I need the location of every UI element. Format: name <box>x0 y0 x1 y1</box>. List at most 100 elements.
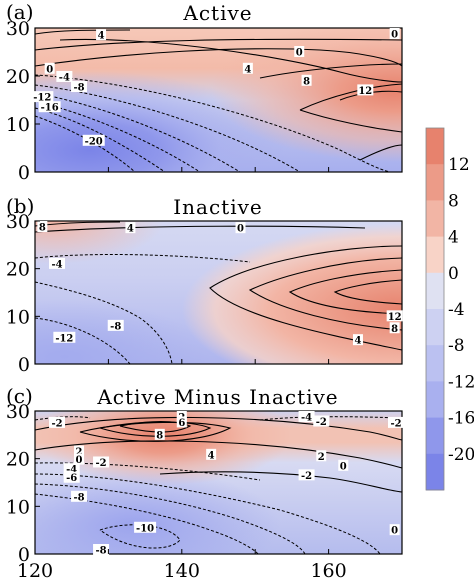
panel-c-title: Active Minus Inactive <box>96 385 338 409</box>
contour-label: -8 <box>73 492 84 503</box>
contour-label: 2 <box>76 447 83 458</box>
contour-label: -4 <box>66 465 77 476</box>
contour-label-bg <box>93 544 110 555</box>
contour-label-bg <box>206 448 217 460</box>
panel-b-frame <box>34 220 403 365</box>
contour-label-bg <box>53 331 76 343</box>
panel-a-contours <box>34 29 403 161</box>
contour-label-bg <box>82 134 105 146</box>
panel-b-contours <box>34 221 403 351</box>
y-tick-label: 30 <box>6 211 30 233</box>
contour-label-bg <box>352 334 363 346</box>
colorbar-label: -8 <box>448 336 465 356</box>
contour-label: 12 <box>358 86 372 97</box>
contour-label-bg <box>37 221 48 232</box>
contour-label: 0 <box>46 64 53 75</box>
panel-a: 4 0 -4-8 -12-16 -20 0 4 8 12 0 <box>31 27 403 173</box>
contour-label: 2 <box>318 452 325 463</box>
panel-a-label: (a) <box>6 0 34 24</box>
contour-label: 4 <box>127 224 134 235</box>
y-tick-label: 10 <box>6 306 30 328</box>
contour-label-bg <box>38 101 61 113</box>
panel-c-contour-labels: -2268420-2-4-6-8-10-8-4-2-220-20 <box>49 411 404 557</box>
contour-label: 8 <box>303 76 310 87</box>
contour-label: -12 <box>33 93 51 104</box>
x-tick-label: 160 <box>310 560 346 582</box>
contour-label: -2 <box>316 417 327 428</box>
colorbar-label: 0 <box>448 264 459 284</box>
y-tick-label: 0 <box>18 162 30 184</box>
contour-label: 0 <box>340 461 347 472</box>
contour-label: -4 <box>301 413 312 424</box>
panel-b-title: Inactive <box>173 195 262 219</box>
contour-label: 0 <box>391 526 398 537</box>
contour-label-bg <box>71 81 88 93</box>
panel-c-contours <box>34 416 403 493</box>
colorbar-label: 12 <box>448 155 470 175</box>
contour-label-bg <box>125 222 136 234</box>
contour-label: -2 <box>390 418 401 429</box>
panel-a-title: Active <box>182 1 252 25</box>
contour-label-bg <box>242 62 253 74</box>
contour-label-bg <box>316 450 327 462</box>
colorbar-label: 4 <box>448 228 459 248</box>
contour-label-bg <box>388 416 404 428</box>
contour-label-bg <box>71 490 88 502</box>
colorbar-segment <box>426 164 444 201</box>
y-tick-label: 20 <box>6 259 30 281</box>
contour-label: -6 <box>66 473 77 484</box>
contour-label-bg <box>56 70 73 82</box>
colorbar-segment <box>426 236 444 274</box>
contour-label-bg <box>49 416 66 428</box>
contour-label-bg <box>63 463 80 475</box>
contour-label: -4 <box>51 259 62 270</box>
contour-label-bg <box>134 521 157 533</box>
contour-label-bg <box>31 91 54 103</box>
y-tick-label: 0 <box>18 354 30 376</box>
contour-label: 8 <box>156 430 163 441</box>
contour-label-bg <box>357 84 374 96</box>
contour-label: -8 <box>96 546 107 557</box>
contour-label: -10 <box>136 523 154 534</box>
contour-label-bg <box>93 456 110 468</box>
colorbar-segment <box>426 417 444 455</box>
contour-label-bg <box>301 74 312 86</box>
contour-label-bg <box>176 416 187 428</box>
contour-label: -2 <box>301 471 312 482</box>
colorbar-segment <box>426 453 444 491</box>
contour-label-bg <box>389 322 400 334</box>
contour-label-bg <box>154 428 165 440</box>
contour-label-bg <box>49 257 66 269</box>
x-tick-label: 140 <box>164 560 200 582</box>
y-tick-label: 20 <box>6 449 30 471</box>
colorbar-label: -12 <box>448 372 474 392</box>
contour-label: 4 <box>208 450 215 461</box>
contour-label: 0 <box>296 48 303 59</box>
panel-b-label: (b) <box>6 194 34 218</box>
contour-label-bg <box>389 524 400 536</box>
contour-label: 12 <box>388 312 402 323</box>
colorbar-segment <box>426 128 444 165</box>
contour-label-bg <box>313 415 330 427</box>
contour-label: -8 <box>110 321 121 332</box>
contour-label: 0 <box>76 455 83 466</box>
y-tick-label: 10 <box>6 114 30 136</box>
panel-b-topleft-region <box>35 221 402 364</box>
contour-label: -2 <box>96 458 107 469</box>
colorbar: 12 8 4 0 -4 -8 -12 -16 -20 <box>425 127 474 491</box>
colorbar-label: -4 <box>448 300 465 320</box>
contour-label-bg <box>294 46 305 57</box>
colorbar-segment <box>426 309 444 346</box>
contour-label-bg <box>107 319 124 331</box>
contour-label-bg <box>74 453 85 465</box>
contour-label: 0 <box>237 224 244 235</box>
y-tick-label: 0 <box>18 544 30 566</box>
y-tick-label: 30 <box>6 18 30 40</box>
contour-label: -2 <box>51 418 62 429</box>
contour-label: -20 <box>85 136 103 147</box>
colorbar-frame <box>425 127 445 491</box>
contour-label-bg <box>389 28 400 39</box>
